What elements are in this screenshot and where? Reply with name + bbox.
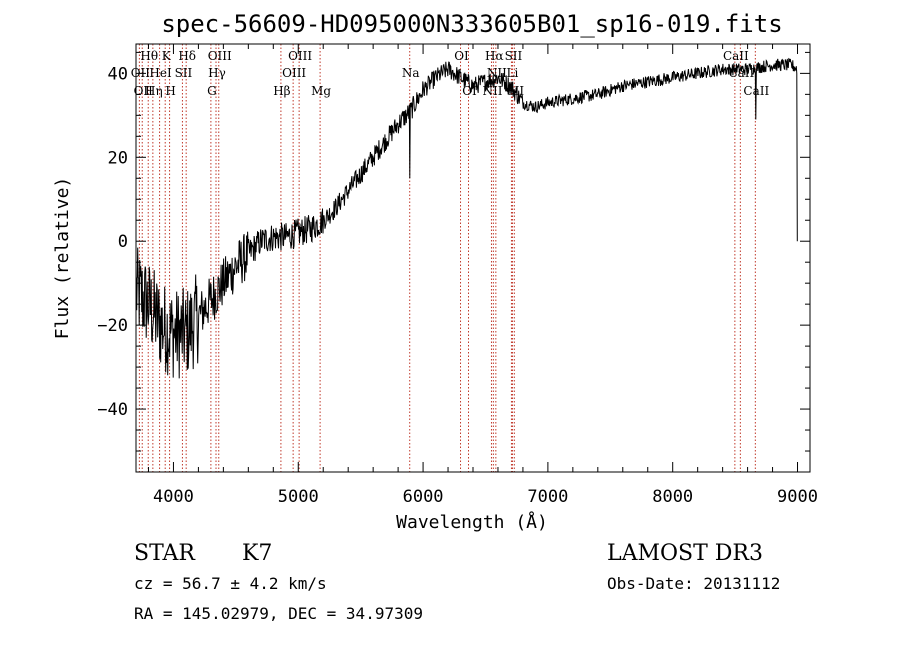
y-tick-label: −40 bbox=[97, 400, 128, 420]
spectral-line-label: HeI bbox=[149, 66, 172, 80]
spectral-subclass: K7 bbox=[242, 541, 272, 566]
y-axis-label: Flux (relative) bbox=[52, 177, 73, 340]
y-tick-label: −20 bbox=[97, 316, 128, 336]
spectral-line-label: G bbox=[207, 84, 217, 98]
spectral-line-label: Na bbox=[402, 66, 420, 80]
spectral-line-label: Hθ bbox=[140, 49, 158, 63]
plot-frame bbox=[135, 43, 811, 473]
observation-date: Obs-Date: 20131112 bbox=[607, 574, 780, 593]
star-class: STAR bbox=[134, 541, 196, 566]
x-tick-label: 7000 bbox=[527, 487, 568, 507]
spectral-line-label: OIII bbox=[208, 49, 232, 63]
spectral-line-label: K bbox=[162, 49, 172, 63]
y-tick-label: 0 bbox=[118, 232, 128, 252]
sky-coordinates: RA = 145.02979, DEC = 34.97309 bbox=[134, 604, 423, 623]
x-tick-label: 9000 bbox=[777, 487, 818, 507]
spectral-line-label: Hα bbox=[485, 49, 504, 63]
spectral-line-label: Hη bbox=[145, 84, 163, 98]
survey-name: LAMOST DR3 bbox=[607, 541, 763, 566]
spectral-line-label: Hδ bbox=[178, 49, 196, 63]
spectral-line-label: Mg bbox=[311, 84, 331, 98]
x-tick-label: 4000 bbox=[153, 487, 194, 507]
spectral-line-label: H bbox=[165, 84, 175, 98]
x-axis-label: Wavelength (Å) bbox=[396, 511, 548, 533]
y-axis: −40 −20 0 20 40 bbox=[97, 51, 810, 452]
spectral-line-label: CaII bbox=[723, 49, 749, 63]
spectrum-trace bbox=[135, 57, 798, 379]
spectral-line-label: Hβ bbox=[273, 84, 290, 98]
x-tick-label: 8000 bbox=[652, 487, 693, 507]
spectral-line-markers bbox=[138, 44, 756, 472]
x-tick-label: 6000 bbox=[403, 487, 444, 507]
chart-title: spec-56609-HD095000N333605B01_sp16-019.f… bbox=[161, 10, 782, 38]
y-tick-label: 20 bbox=[108, 148, 128, 168]
redshift-cz: cz = 56.7 ± 4.2 km/s bbox=[134, 574, 327, 593]
spectral-line-label: SII bbox=[175, 66, 193, 80]
spectral-line-label: SII bbox=[505, 49, 523, 63]
spectral-line-label: OI bbox=[454, 49, 469, 63]
x-tick-label: 5000 bbox=[278, 487, 319, 507]
spectral-line-label: Hγ bbox=[208, 66, 226, 80]
x-axis: 4000 5000 6000 7000 8000 9000 bbox=[147, 44, 818, 507]
spectral-line-label: OIII bbox=[288, 49, 312, 63]
spectral-line-label: OIII bbox=[282, 66, 306, 80]
y-tick-label: 40 bbox=[108, 64, 128, 84]
spectral-line-label: Li bbox=[507, 66, 519, 80]
